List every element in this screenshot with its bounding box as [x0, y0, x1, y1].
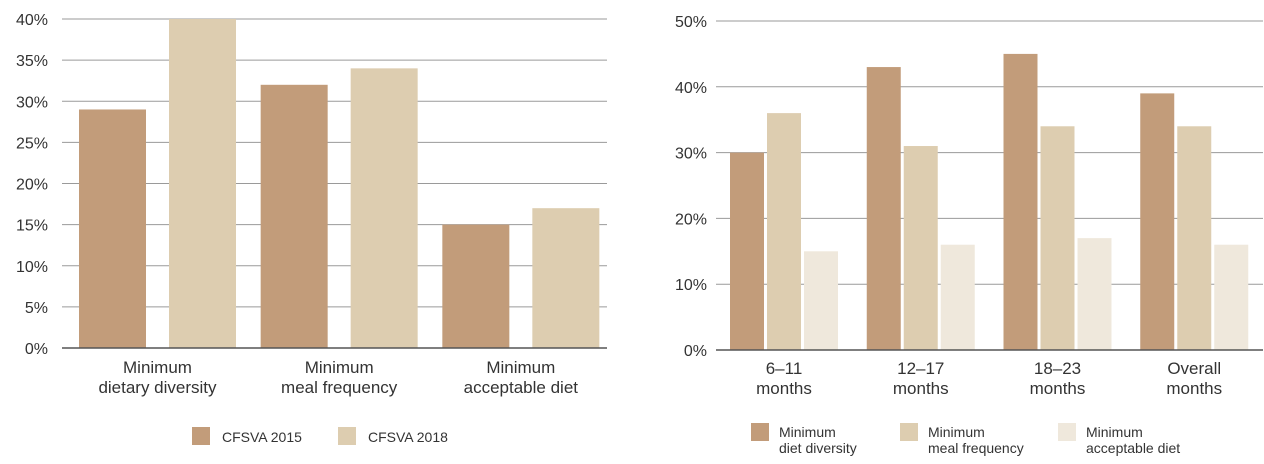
y-tick-label: 35%: [16, 53, 48, 70]
bar: [1177, 126, 1212, 350]
x-tick-label: 18–23 months: [1030, 359, 1086, 398]
x-tick-label: Overall months: [1166, 359, 1222, 398]
legend-swatch: [338, 427, 356, 445]
bar: [350, 68, 418, 348]
y-tick-label: 15%: [16, 218, 48, 235]
legend-label: CFSVA 2018: [368, 429, 448, 445]
y-tick-label: 20%: [16, 177, 48, 194]
bar: [169, 19, 236, 348]
y-tick-label: 30%: [675, 146, 707, 163]
y-tick-label: 25%: [16, 135, 48, 152]
y-tick-label: 50%: [675, 14, 707, 31]
chart-age-groups: 0% 10% 20% 30% 40% 50% 6–11 months 12–17 months 18…: [675, 14, 1263, 456]
legend-label: Minimum meal frequency: [928, 424, 1024, 456]
legend-label: CFSVA 2015: [222, 429, 302, 445]
y-tick-label: 40%: [16, 12, 48, 29]
y-tick-label: 5%: [25, 300, 48, 317]
bar: [79, 109, 146, 348]
legend-label: Minimum diet diversity: [779, 424, 857, 456]
bar: [940, 244, 975, 350]
y-tick-label: 0%: [25, 341, 48, 358]
legend-label: Minimum acceptable diet: [1086, 424, 1180, 456]
y-tick-label: 20%: [675, 211, 707, 228]
x-tick-label: 6–11 months: [756, 359, 812, 398]
bar: [1077, 238, 1112, 350]
y-tick-label: 0%: [684, 343, 707, 360]
legend-swatch: [751, 423, 769, 441]
chart-dietary-indicators: 0% 5% 10% 15% 20% 25% 30% 35% 40% Minimum dietary …: [16, 12, 607, 445]
legend-swatch: [1058, 423, 1076, 441]
y-tick-label: 30%: [16, 94, 48, 111]
bar: [1040, 126, 1075, 350]
bar: [260, 84, 328, 349]
x-tick-label: Minimum acceptable diet: [464, 358, 579, 397]
y-tick-label: 10%: [16, 259, 48, 276]
bar: [730, 152, 764, 350]
bar: [866, 67, 901, 350]
bar: [532, 208, 600, 348]
y-tick-label: 10%: [675, 277, 707, 294]
x-tick-label: 12–17 months: [893, 359, 949, 398]
y-tick-label: 40%: [675, 80, 707, 97]
legend-swatch: [192, 427, 210, 445]
bar: [1003, 53, 1038, 351]
bar: [1214, 244, 1249, 350]
bar: [1140, 93, 1175, 350]
bar: [804, 251, 838, 350]
legend-swatch: [900, 423, 918, 441]
bar: [767, 113, 801, 351]
bar: [442, 224, 510, 348]
x-tick-label: Minimum meal frequency: [281, 358, 398, 397]
bar: [903, 146, 938, 350]
x-tick-label: Minimum dietary diversity: [98, 358, 217, 397]
